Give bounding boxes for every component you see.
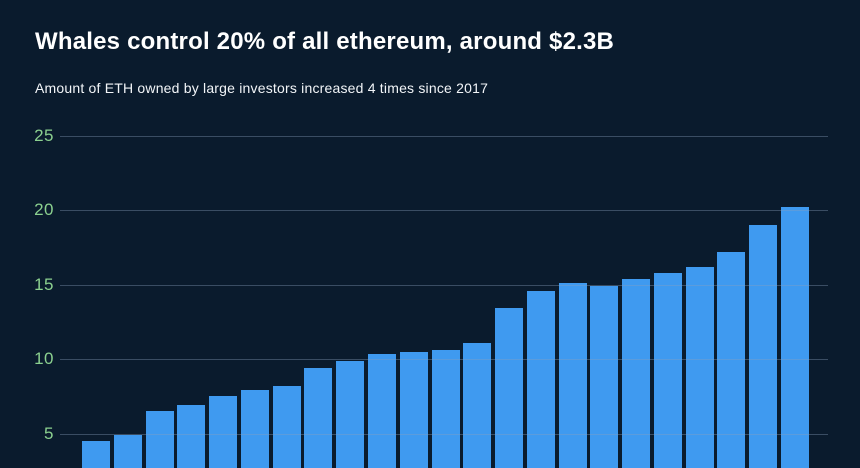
y-axis-tick-label: 10 bbox=[0, 350, 54, 368]
bar bbox=[495, 308, 523, 468]
bar bbox=[368, 354, 396, 468]
y-axis-tick-label: 25 bbox=[0, 127, 54, 145]
bar bbox=[241, 390, 269, 468]
bar bbox=[82, 441, 110, 468]
gridline bbox=[60, 434, 828, 435]
gridline bbox=[60, 210, 828, 211]
bar bbox=[463, 343, 491, 468]
chart-title: Whales control 20% of all ethereum, arou… bbox=[35, 28, 614, 56]
bar bbox=[177, 405, 205, 468]
y-axis-tick-label: 20 bbox=[0, 201, 54, 219]
bar bbox=[273, 386, 301, 468]
bar bbox=[781, 207, 809, 468]
bar bbox=[304, 368, 332, 468]
bar bbox=[114, 435, 142, 468]
bar bbox=[432, 350, 460, 468]
bar bbox=[527, 291, 555, 468]
bar bbox=[686, 267, 714, 468]
y-axis-tick-label: 15 bbox=[0, 276, 54, 294]
bar bbox=[336, 361, 364, 468]
y-axis-tick-label: 5 bbox=[0, 425, 54, 443]
bar bbox=[400, 352, 428, 468]
bar bbox=[209, 396, 237, 468]
gridline bbox=[60, 136, 828, 137]
bar bbox=[622, 279, 650, 468]
bar bbox=[559, 283, 587, 468]
gridline bbox=[60, 359, 828, 360]
bar bbox=[590, 286, 618, 468]
bar-chart: 5 10 15 20 25 bbox=[0, 0, 860, 448]
gridline bbox=[60, 285, 828, 286]
chart-subtitle: Amount of ETH owned by large investors i… bbox=[35, 80, 488, 96]
bar bbox=[654, 273, 682, 468]
bar bbox=[749, 225, 777, 468]
bar bbox=[146, 411, 174, 468]
